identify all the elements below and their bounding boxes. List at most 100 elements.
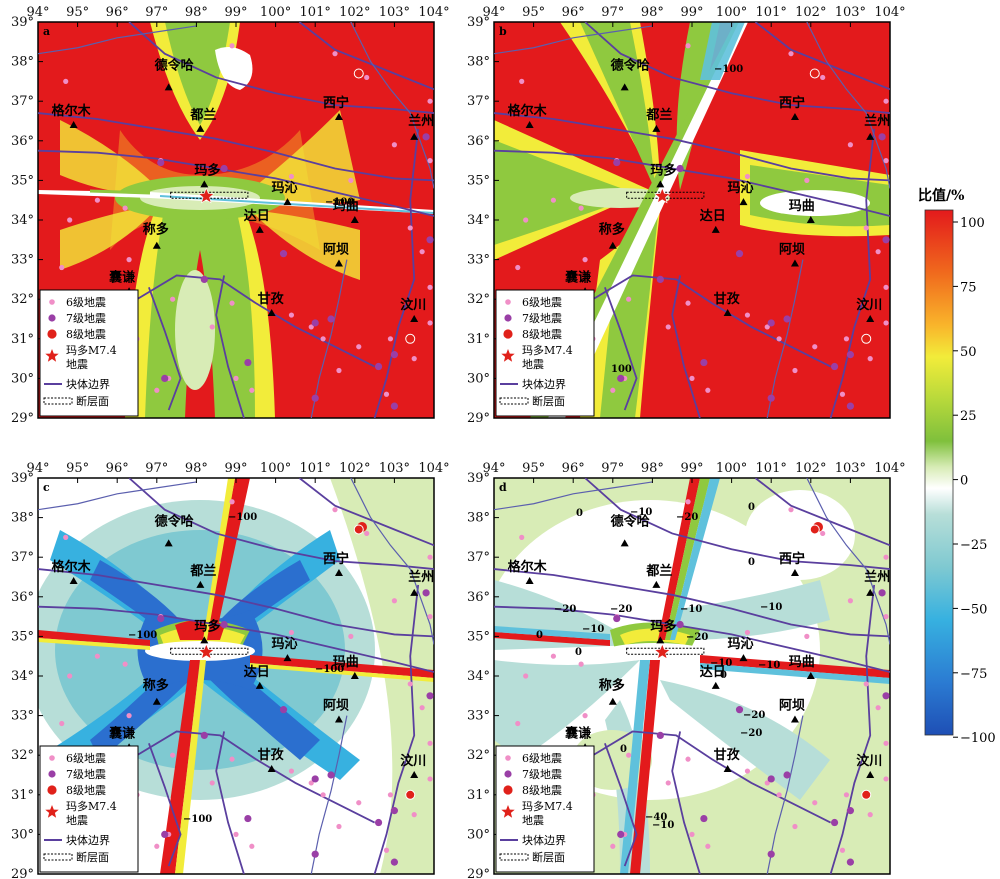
city-marker (608, 697, 617, 705)
city-label: 称多 (143, 222, 169, 238)
city-label: 称多 (143, 678, 169, 694)
eq6-marker (883, 158, 889, 164)
eq7-marker (846, 807, 855, 815)
legend-box (495, 745, 595, 873)
city-label: 格尔木 (508, 559, 548, 575)
eq6-marker (336, 367, 342, 374)
river (38, 25, 197, 55)
city-marker (608, 241, 617, 249)
eq8-legend-symbol (47, 785, 57, 795)
contour-label: −20 (743, 710, 765, 721)
eq6-marker (523, 217, 529, 223)
river (806, 22, 890, 189)
eq6-marker (427, 740, 433, 746)
eq6-marker (288, 768, 295, 774)
eq6-marker (847, 142, 854, 148)
city-label: 玛沁 (727, 180, 753, 196)
eq6-marker (122, 661, 128, 667)
contour-label: −20 (676, 512, 698, 523)
lon-tick-label: 99° (224, 461, 247, 476)
lon-tick-label: 94° (26, 461, 49, 476)
block-boundary (584, 22, 890, 114)
eq7-marker (617, 374, 625, 382)
colorbar-tick-label: −75 (960, 667, 987, 682)
city-marker (196, 124, 205, 132)
eq6-marker (515, 264, 521, 271)
eq6-marker (407, 681, 413, 687)
epicenter-star (653, 187, 671, 204)
river (766, 259, 804, 418)
city-label: 玛曲 (789, 654, 815, 670)
eq7-marker (426, 236, 434, 244)
eq8-marker (353, 524, 364, 535)
eq6-marker (689, 831, 695, 838)
city-label: 玛曲 (789, 198, 815, 214)
city-label: 玛曲 (333, 654, 359, 670)
lat-tick-label: 39° (11, 15, 34, 30)
lat-tick-label: 34° (11, 213, 34, 228)
eq6-marker (427, 776, 433, 782)
eq6-legend-label: 6级地震 (522, 296, 562, 309)
eq6-marker (427, 284, 433, 290)
city-marker (652, 580, 661, 588)
eq6-marker (626, 296, 632, 302)
river (766, 715, 804, 874)
eq6-marker (348, 633, 354, 640)
eq6-marker (427, 98, 433, 104)
eq6-marker (63, 78, 69, 84)
eq6-marker (209, 780, 215, 786)
block-boundary (38, 605, 434, 673)
eq6-marker (154, 387, 160, 393)
eq7-marker (311, 775, 319, 783)
eq8-marker (405, 789, 416, 800)
lat-tick-label: 37° (11, 550, 34, 565)
eq7-marker (735, 706, 744, 714)
lat-tick-label: 38° (11, 511, 34, 526)
eq6-marker (685, 300, 691, 306)
block-boundary (754, 478, 890, 547)
lon-tick-label: 95° (522, 461, 545, 476)
contour-label: 0 (575, 647, 582, 658)
river (350, 22, 434, 189)
lat-tick-label: 38° (467, 55, 490, 70)
city-marker (410, 315, 419, 322)
eq8-marker (861, 333, 872, 344)
eq6-marker (419, 705, 425, 711)
city-marker (255, 681, 264, 689)
lon-tick-label: 102° (795, 461, 826, 476)
eq8-legend-symbol (503, 329, 513, 339)
lat-tick-label: 31° (11, 332, 34, 347)
city-marker (164, 539, 173, 547)
eq6-marker (67, 217, 73, 223)
eq6-marker (883, 554, 889, 560)
eq6-marker (804, 177, 810, 183)
eq7-marker (878, 133, 886, 141)
block-boundary (671, 731, 701, 874)
lon-tick-label: 102° (795, 5, 826, 20)
eq6-marker (209, 324, 215, 330)
city-label: 达日 (244, 208, 270, 224)
eq7-marker (279, 250, 288, 258)
eq7-legend-label: 7级地震 (66, 768, 106, 781)
lat-tick-label: 29° (11, 867, 34, 879)
lat-tick-label: 33° (467, 709, 490, 724)
block-boundary (215, 731, 245, 874)
city-marker (334, 259, 343, 267)
lon-tick-label: 96° (562, 461, 585, 476)
eq7-legend-symbol (504, 314, 512, 322)
eq6-legend-symbol (49, 755, 55, 761)
eq6-marker (519, 78, 525, 84)
maduo-legend-label-1: 玛多M7.4 (522, 343, 573, 357)
lon-tick-label: 97° (145, 5, 168, 20)
eq6-marker (288, 173, 295, 180)
eq6-marker (229, 499, 235, 505)
eq6-marker (63, 534, 69, 541)
city-marker (283, 654, 292, 662)
fault-legend-label: 断层面 (76, 850, 109, 864)
eq7-marker (374, 818, 383, 827)
city-marker (267, 309, 276, 317)
